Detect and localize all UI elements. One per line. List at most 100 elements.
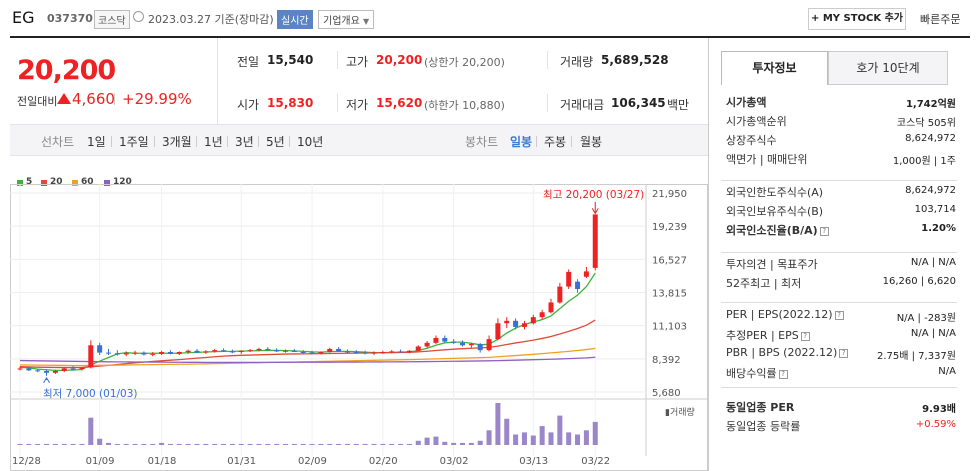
volume-bar [398,443,404,445]
info-row-value: 2.75배 | 7,337원 [876,351,956,362]
volume-bar [17,443,23,445]
period-3m[interactable]: 3개월 [162,135,192,149]
help-icon[interactable]: ? [834,311,844,320]
realtime-button[interactable]: 실시간 [277,10,313,29]
help-icon[interactable]: ? [819,227,829,236]
volume-bar [274,443,280,445]
volume-bar [486,430,492,445]
period-10y[interactable]: 10년 [297,135,324,149]
volume-bar [150,443,156,445]
candle-daily[interactable]: 일봉 [510,135,533,149]
info-row-label-text: 액면가 | 매매단위 [726,153,808,166]
volume-bar [44,443,50,445]
current-price: 20,200 [17,55,116,86]
x-tick-label: 03/22 [581,456,610,467]
row-divider [721,180,957,181]
current-price-box: 20,200 전일대비 4,660 +29.99% [10,38,218,124]
volume-value: 5,689,528 [601,53,669,67]
ma5-label: 5 [26,177,33,187]
prev-close-label: 전일 [237,55,260,69]
y-tick-label: 13,815 [652,289,687,300]
candle-body [336,348,342,352]
clock-icon [133,11,144,22]
info-row-label: PER | EPS(2022.12)? [726,308,844,321]
x-tick-label: 03/02 [440,456,469,467]
candle-monthly[interactable]: 월봉 [580,135,603,149]
help-icon[interactable]: ? [839,349,849,358]
volume-bar [114,443,120,445]
low-value: 15,620 [376,96,423,110]
divider [536,136,537,147]
info-row-value: 1,742억원 [905,99,956,110]
candle-body [229,351,235,353]
volume-bar [353,443,359,445]
candle-body [265,348,271,351]
upper-limit: (상한가 20,200) [424,56,505,69]
quick-order-link[interactable]: 빠른주문 [920,13,961,26]
candle-body [406,350,412,353]
reference-date: 2023.03.27 기준(장마감) [148,13,274,26]
volume-bar [185,443,191,445]
volume-bar [344,443,350,445]
candle-body [539,312,545,318]
price-chart[interactable]: 21,950 19,239 16,527 13,815 11,103 8,392 5,680… [10,156,708,471]
volume-bar [247,443,253,445]
y-tick-label: 8,392 [652,355,681,366]
x-tick-label: 01/09 [86,456,115,467]
volume-bar [566,432,572,445]
help-icon[interactable]: ? [778,370,788,379]
volume-bar [336,443,342,445]
open-value: 15,830 [267,96,314,110]
tab-investment-info[interactable]: 투자정보 [721,51,828,85]
info-row-label: 동일업종 PER [726,399,794,415]
ma60-line [19,347,596,367]
volume-bar [203,443,209,445]
amount-value: 106,345 [611,96,666,110]
period-1w[interactable]: 1주일 [119,135,149,149]
price-change: 4,660 [72,90,115,108]
prev-day-label: 전일대비 [17,95,58,108]
candle-body [513,320,519,327]
candle-body [274,350,280,352]
candle-body [35,370,41,372]
y-tick-label: 21,950 [652,189,687,200]
volume-bar [212,443,218,445]
add-my-stock-button[interactable]: + MY STOCK 추가 [808,8,906,30]
company-info-dropdown[interactable]: 기업개요 ▼ [318,10,375,29]
candle-body [52,370,58,373]
candle-body [548,302,554,313]
candle-body [566,271,572,287]
divider [547,51,548,69]
period-3y[interactable]: 3년 [235,135,254,149]
candle-body [530,317,536,324]
info-row-label-text: 배당수익률 [726,367,777,380]
tab-orderbook[interactable]: 호가 10단계 [828,51,948,85]
y-tick-label: 11,103 [652,322,687,333]
candle-body [150,353,156,355]
candle-body [415,346,421,351]
candle-body [70,368,76,370]
volume-bar [548,432,554,445]
info-row-value: 16,260 | 6,620 [882,276,956,287]
info-row-label: 외국인한도주식수(A) [726,184,823,200]
candle-body [159,352,165,354]
volume-label: 거래량 [560,55,594,69]
candle-body [132,352,138,354]
volume-bar [70,443,76,445]
info-row-label: 외국인보유주식수(B) [726,203,823,219]
volume-bar [132,443,138,445]
help-icon[interactable]: ? [800,332,810,341]
period-1y[interactable]: 1년 [204,135,223,149]
chart-period-bar: 선차트 1일 1주일 3개월 1년 3년 5년 10년 봉차트 일봉 주봉 월봉 [10,124,708,156]
candle-body [238,350,244,353]
volume-label: ▮거래량 [665,406,695,418]
period-5y[interactable]: 5년 [266,135,285,149]
info-row-label-text: 외국인보유주식수(B) [726,205,824,218]
ma120-swatch [104,180,110,186]
info-row-label-text: PER | EPS(2022.12) [726,308,833,321]
candle-weekly[interactable]: 주봉 [544,135,567,149]
candle-body [451,341,457,343]
candle-body [247,350,253,352]
period-1d[interactable]: 1일 [87,135,106,149]
candle-body [176,352,182,354]
